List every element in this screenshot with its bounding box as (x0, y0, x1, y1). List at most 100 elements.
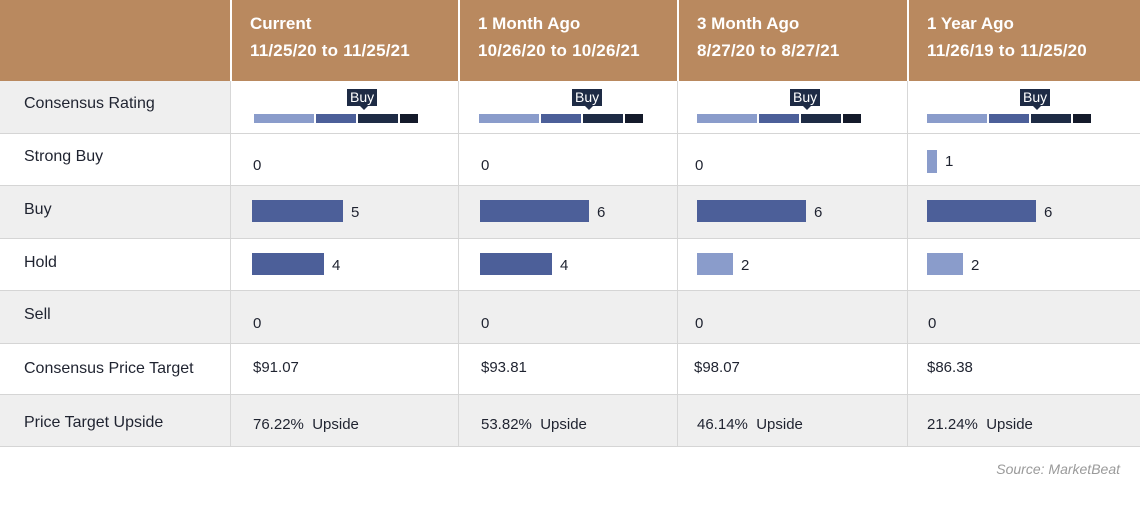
price-target-cell: $91.07 (230, 344, 458, 394)
badge-pointer (803, 106, 811, 110)
rating-cell (230, 81, 458, 133)
rating-scale-segment (358, 114, 398, 123)
badge-pointer (360, 106, 368, 110)
row-upside: Price Target Upside 76.22% Upside 53.82%… (0, 395, 1140, 447)
sell-cell (677, 291, 907, 343)
strong-buy-value-label: 0 (253, 157, 262, 174)
header-title: 1 Month Ago (478, 14, 581, 33)
rating-scale-segment (400, 114, 418, 123)
sell-value-label: 0 (695, 315, 704, 332)
buy-bar (480, 200, 589, 222)
row-label-cell: Consensus Price Target (0, 344, 230, 394)
strong-buy-cell (907, 134, 1140, 185)
buy-value-label: 6 (1044, 204, 1053, 221)
sell-cell (230, 291, 458, 343)
row-hold: Hold (0, 239, 1140, 291)
row-label: Consensus Price Target (24, 360, 194, 377)
badge-pointer (585, 106, 593, 110)
hold-cell (907, 239, 1140, 290)
row-label: Strong Buy (24, 148, 104, 165)
consensus-badge: Buy (572, 89, 603, 106)
price-target-value: $98.07 (694, 359, 740, 376)
buy-bar (927, 200, 1036, 222)
price-target-value: $93.81 (481, 359, 527, 376)
header-3-month: 3 Month Ago 8/27/20 to 8/27/21 (677, 0, 907, 81)
header-range: 10/26/20 to 10/26/21 (478, 41, 640, 60)
hold-value-label: 4 (332, 257, 341, 274)
rating-scale-segment (989, 114, 1029, 123)
header-1-month: 1 Month Ago 10/26/20 to 10/26/21 (458, 0, 677, 81)
hold-bar (927, 253, 963, 275)
hold-value-label: 4 (560, 257, 569, 274)
rating-scale-segment (316, 114, 356, 123)
price-target-value: $86.38 (927, 359, 973, 376)
hold-bar (697, 253, 733, 275)
price-target-value: $91.07 (253, 359, 299, 376)
row-label: Price Target Upside (24, 414, 164, 431)
sell-value-label: 0 (481, 315, 490, 332)
rating-scale-segment (1073, 114, 1091, 123)
hold-bar (252, 253, 324, 275)
header-title: Current (250, 14, 312, 33)
rating-scale-segment (759, 114, 799, 123)
buy-cell (677, 186, 907, 238)
strong-buy-cell (677, 134, 907, 185)
rating-scale-segment (583, 114, 623, 123)
strong-buy-value-label: 0 (481, 157, 490, 174)
row-label: Consensus Rating (24, 95, 155, 112)
buy-cell (907, 186, 1140, 238)
upside-cell: 53.82% Upside (458, 395, 677, 446)
sell-cell (458, 291, 677, 343)
consensus-badge: Buy (347, 89, 378, 106)
header-range: 11/25/20 to 11/25/21 (250, 41, 410, 60)
table-header: Current 11/25/20 to 11/25/21 1 Month Ago… (0, 0, 1140, 81)
rating-scale-segment (625, 114, 643, 123)
hold-value-label: 2 (971, 257, 980, 274)
upside-cell: 76.22% Upside (230, 395, 458, 446)
consensus-badge: Buy (790, 89, 821, 106)
upside-cell: 21.24% Upside (907, 395, 1140, 446)
price-target-cell: $93.81 (458, 344, 677, 394)
buy-cell (230, 186, 458, 238)
price-target-cell: $98.07 (677, 344, 907, 394)
strong-buy-value-label: 1 (945, 153, 954, 170)
header-range: 8/27/20 to 8/27/21 (697, 41, 840, 60)
row-label-cell: Sell (0, 291, 230, 343)
strong-buy-value-label: 0 (695, 157, 704, 174)
hold-value-label: 2 (741, 257, 750, 274)
badge-pointer (1033, 106, 1041, 110)
hold-cell (230, 239, 458, 290)
rating-scale-segment (843, 114, 861, 123)
sell-cell (907, 291, 1140, 343)
strong-buy-cell (458, 134, 677, 185)
header-title: 3 Month Ago (697, 14, 800, 33)
header-range: 11/26/19 to 11/25/20 (927, 41, 1087, 60)
upside-value: 46.14% Upside (697, 416, 803, 433)
strong-buy-cell (230, 134, 458, 185)
row-sell: Sell (0, 291, 1140, 344)
upside-value: 21.24% Upside (927, 416, 1033, 433)
sell-value-label: 0 (253, 315, 262, 332)
rating-scale-segment (479, 114, 539, 123)
rating-cell (458, 81, 677, 133)
consensus-badge: Buy (1020, 89, 1051, 106)
sell-value-label: 0 (928, 315, 937, 332)
buy-cell (458, 186, 677, 238)
buy-value-label: 6 (597, 204, 606, 221)
hold-bar (480, 253, 552, 275)
rating-scale-segment (1031, 114, 1071, 123)
row-strong-buy: Strong Buy (0, 134, 1140, 186)
rating-scale-segment (801, 114, 841, 123)
buy-bar (252, 200, 343, 222)
row-consensus-rating: Consensus Rating (0, 81, 1140, 134)
rating-scale-segment (697, 114, 757, 123)
row-label: Buy (24, 201, 52, 218)
price-target-cell: $86.38 (907, 344, 1140, 394)
source-note: Source: MarketBeat (996, 461, 1120, 477)
buy-value-label: 5 (351, 204, 360, 221)
buy-bar (697, 200, 806, 222)
rating-scale-segment (254, 114, 314, 123)
row-label-cell: Price Target Upside (0, 395, 230, 446)
row-label: Sell (24, 306, 51, 323)
row-label: Hold (24, 254, 57, 271)
